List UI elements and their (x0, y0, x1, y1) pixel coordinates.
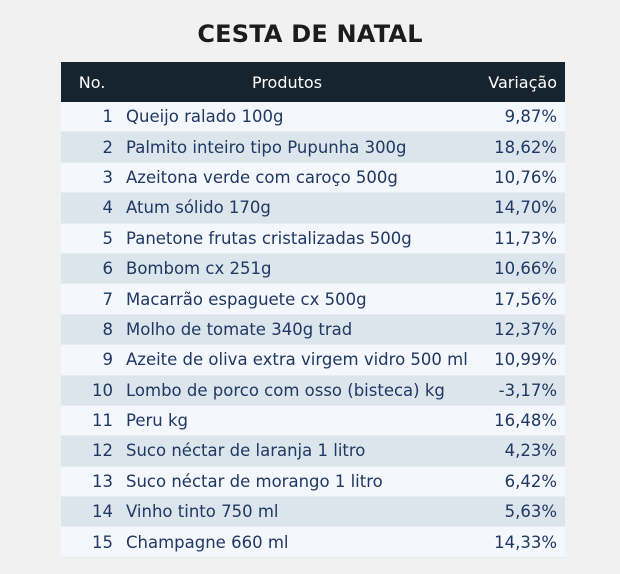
row-no: 14 (61, 496, 113, 528)
table-row: 14 Vinho tinto 750 ml 5,63% (61, 496, 565, 528)
row-product: Palmito inteiro tipo Pupunha 300g (113, 131, 461, 163)
row-product: Panetone frutas cristalizadas 500g (113, 223, 461, 254)
row-no: 11 (61, 405, 113, 437)
row-variation: -3,17% (461, 375, 565, 406)
row-product: Vinho tinto 750 ml (113, 496, 461, 528)
page-title: CESTA DE NATAL (197, 20, 423, 48)
row-variation: 6,42% (461, 466, 565, 498)
row-no: 9 (61, 344, 113, 376)
row-variation: 17,56% (461, 283, 565, 315)
row-product: Macarrão espaguete cx 500g (113, 283, 461, 315)
row-variation: 10,99% (461, 344, 565, 376)
row-variation: 5,63% (461, 496, 565, 528)
row-product: Atum sólido 170g (113, 192, 461, 224)
row-no: 1 (61, 102, 113, 133)
row-variation: 11,73% (461, 223, 565, 254)
row-no: 8 (61, 314, 113, 346)
table-row: 8 Molho de tomate 340g trad 12,37% (61, 314, 565, 346)
row-variation: 18,62% (461, 131, 565, 163)
table-row: 11 Peru kg 16,48% (61, 405, 565, 437)
row-no: 5 (61, 223, 113, 254)
table-row: 12 Suco néctar de laranja 1 litro 4,23% (61, 435, 565, 467)
row-no: 3 (61, 162, 113, 194)
row-no: 2 (61, 131, 113, 163)
row-variation: 16,48% (461, 405, 565, 437)
table-row: 7 Macarrão espaguete cx 500g 17,56% (61, 283, 565, 315)
row-variation: 14,70% (461, 192, 565, 224)
row-product: Champagne 660 ml (113, 526, 461, 558)
row-variation: 10,76% (461, 162, 565, 194)
row-variation: 4,23% (461, 435, 565, 467)
table-row: 10 Lombo de porco com osso (bisteca) kg … (61, 375, 565, 406)
table-row: 3 Azeitona verde com caroço 500g 10,76% (61, 162, 565, 194)
table-row: 6 Bombom cx 251g 10,66% (61, 253, 565, 285)
table-row: 5 Panetone frutas cristalizadas 500g 11,… (61, 223, 565, 254)
row-variation: 10,66% (461, 253, 565, 285)
row-no: 15 (61, 526, 113, 558)
row-no: 12 (61, 435, 113, 467)
header-no: No. (61, 62, 113, 102)
row-product: Suco néctar de morango 1 litro (113, 466, 461, 498)
price-table: No. Produtos Variação 1 Queijo ralado 10… (61, 62, 565, 558)
row-variation: 9,87% (461, 102, 565, 133)
table-row: 1 Queijo ralado 100g 9,87% (61, 102, 565, 133)
table-row: 9 Azeite de oliva extra virgem vidro 500… (61, 344, 565, 376)
row-product: Suco néctar de laranja 1 litro (113, 435, 461, 467)
row-no: 6 (61, 253, 113, 285)
row-product: Peru kg (113, 405, 461, 437)
row-no: 7 (61, 283, 113, 315)
row-product: Lombo de porco com osso (bisteca) kg (113, 375, 461, 406)
row-product: Molho de tomate 340g trad (113, 314, 461, 346)
table-header: No. Produtos Variação (61, 62, 565, 102)
header-product: Produtos (113, 62, 461, 102)
table-row: 13 Suco néctar de morango 1 litro 6,42% (61, 466, 565, 498)
row-no: 13 (61, 466, 113, 498)
row-product: Azeite de oliva extra virgem vidro 500 m… (113, 344, 468, 376)
row-variation: 14,33% (461, 526, 565, 558)
row-product: Queijo ralado 100g (113, 102, 461, 133)
table-row: 15 Champagne 660 ml 14,33% (61, 526, 565, 558)
header-row: No. Produtos Variação (61, 62, 565, 102)
row-product: Bombom cx 251g (113, 253, 461, 285)
table-row: 4 Atum sólido 170g 14,70% (61, 192, 565, 224)
table-body: 1 Queijo ralado 100g 9,87% 2 Palmito int… (61, 102, 565, 558)
table-row: 2 Palmito inteiro tipo Pupunha 300g 18,6… (61, 131, 565, 163)
row-no: 4 (61, 192, 113, 224)
header-variation: Variação (461, 62, 565, 102)
row-variation: 12,37% (461, 314, 565, 346)
row-product: Azeitona verde com caroço 500g (113, 162, 461, 194)
row-no: 10 (61, 375, 113, 406)
